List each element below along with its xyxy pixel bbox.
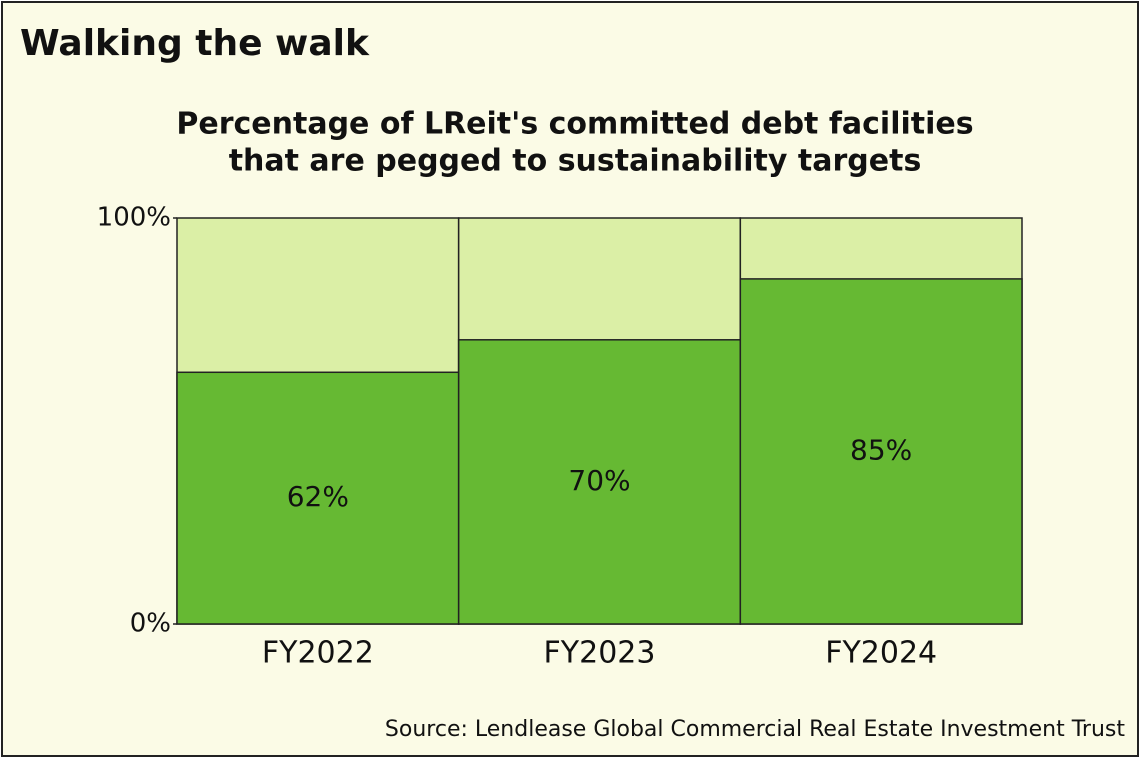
- x-tick-label: FY2023: [544, 636, 656, 671]
- x-tick-label: FY2024: [825, 636, 937, 671]
- chart-subtitle: Percentage of LReit's committed debt fac…: [176, 107, 973, 142]
- value-label: 70%: [568, 464, 630, 497]
- x-tick-label: FY2022: [262, 636, 374, 671]
- chart-title: Walking the walk: [20, 23, 370, 64]
- chart-subtitle: that are pegged to sustainability target…: [229, 144, 922, 179]
- bar: [739, 278, 1023, 625]
- value-label: 62%: [287, 480, 349, 513]
- bar: [457, 339, 742, 625]
- source: Source: Lendlease Global Commercial Real…: [385, 717, 1125, 742]
- y-tick-label: 100%: [97, 203, 171, 233]
- value-label: 85%: [850, 433, 912, 466]
- y-tick-label: 0%: [130, 609, 171, 639]
